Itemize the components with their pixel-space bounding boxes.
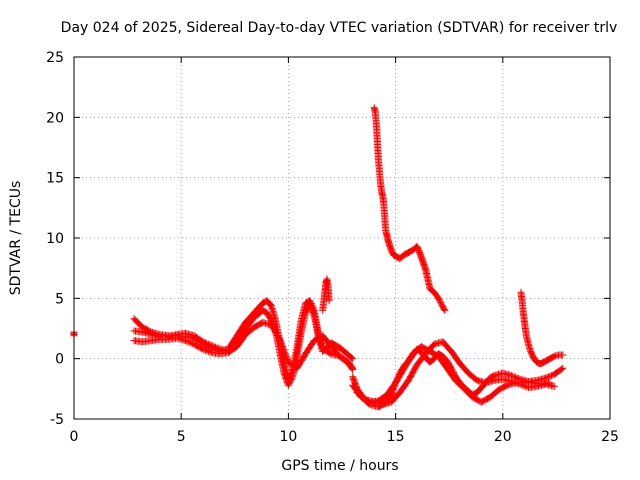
series-markers (130, 319, 357, 373)
y-tick-label: -5 (50, 412, 64, 428)
y-tick-label: 5 (55, 291, 64, 307)
y-tick-label: 0 (55, 352, 64, 368)
data-points (70, 104, 567, 411)
x-tick-label: 10 (279, 429, 297, 445)
y-tick-label: 25 (46, 50, 64, 66)
series-spike-11.8 (319, 275, 333, 314)
x-axis-label: GPS time / hours (281, 458, 398, 474)
series-markers (517, 288, 567, 367)
series-late-arc (517, 288, 567, 367)
x-tick-label: 25 (601, 429, 619, 445)
y-tick-label: 10 (46, 231, 64, 247)
series-markers (370, 104, 449, 314)
grid (74, 57, 610, 419)
series-track-c (130, 319, 357, 373)
chart-title: Day 024 of 2025, Sidereal Day-to-day VTE… (61, 20, 618, 36)
plot-frame (73, 56, 611, 420)
series-markers (319, 275, 333, 314)
y-tick-label: 15 (46, 171, 64, 187)
y-axis-label: SDTVAR / TECUs (8, 181, 24, 296)
x-tick-label: 5 (177, 429, 186, 445)
series-track-f (353, 338, 558, 408)
y-tick-label: 20 (46, 110, 64, 126)
x-tick-label: 0 (70, 429, 79, 445)
series-markers (353, 338, 558, 408)
axis-ticks: 0 5 10 15 20 25 -5 0 5 10 15 20 25 (46, 50, 619, 445)
x-tick-label: 15 (387, 429, 405, 445)
series-high-arc (370, 104, 449, 314)
x-tick-label: 20 (494, 429, 512, 445)
